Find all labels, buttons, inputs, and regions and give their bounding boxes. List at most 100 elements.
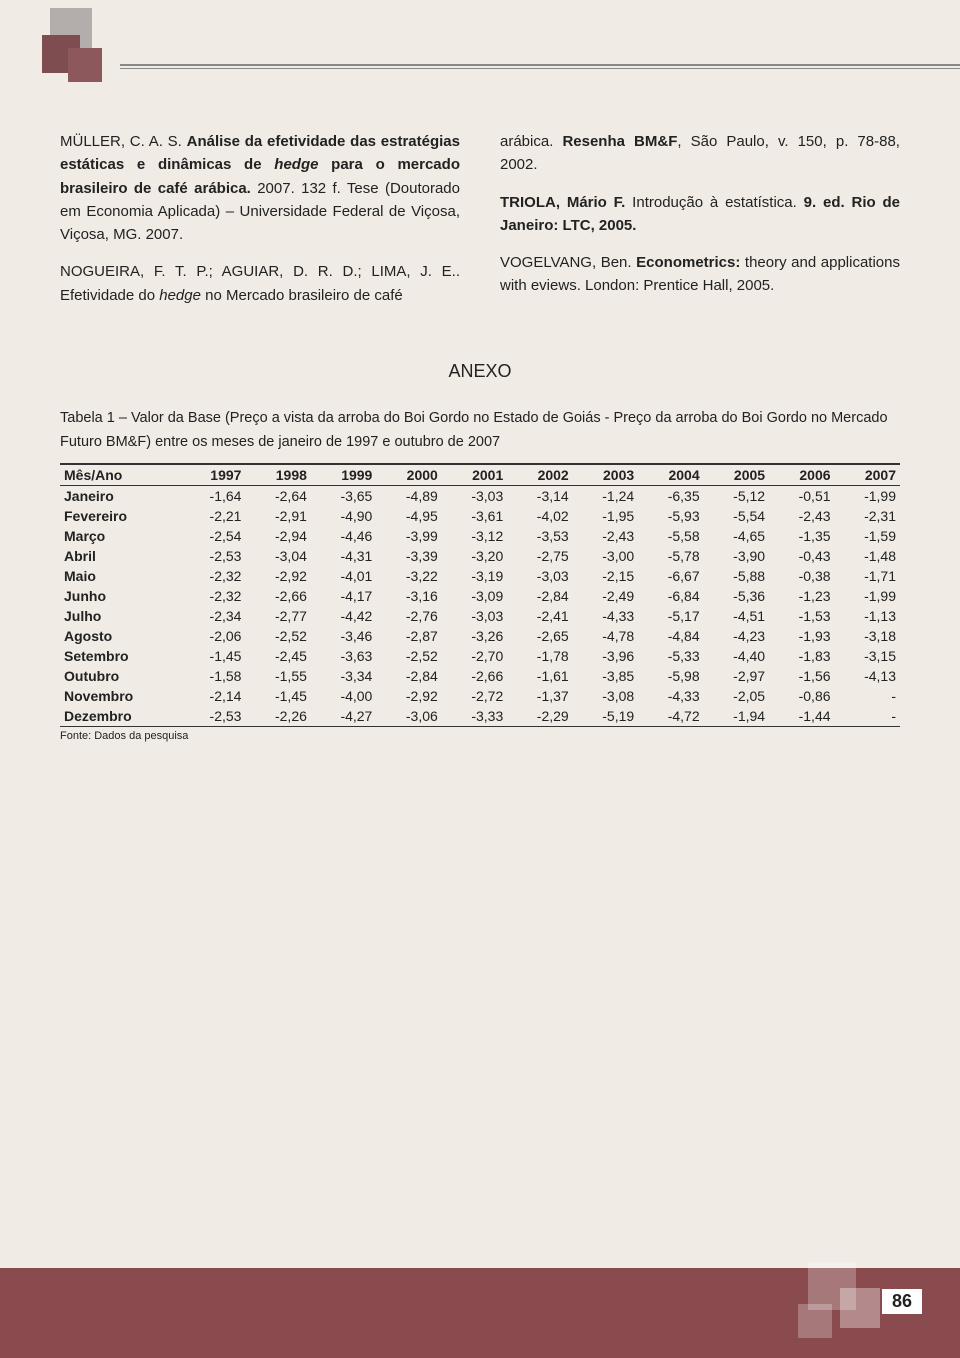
table-cell: -1,45 (180, 646, 245, 666)
table-cell: -1,95 (573, 506, 638, 526)
table-cell: -3,46 (311, 626, 376, 646)
table-cell: -1,71 (835, 566, 900, 586)
table-cell: -1,99 (835, 586, 900, 606)
table-cell: -2,53 (180, 546, 245, 566)
table-cell: -3,19 (442, 566, 507, 586)
table-cell: -4,42 (311, 606, 376, 626)
table-row-label: Outubro (60, 666, 180, 686)
table-cell: -1,24 (573, 486, 638, 507)
table-cell: -3,34 (311, 666, 376, 686)
table-header-cell: 2005 (704, 464, 769, 486)
table-row: Novembro-2,14-1,45-4,00-2,92-2,72-1,37-3… (60, 686, 900, 706)
table-cell: -6,35 (638, 486, 703, 507)
table-cell: -2,43 (573, 526, 638, 546)
table-row-label: Setembro (60, 646, 180, 666)
table-cell: -3,33 (442, 706, 507, 727)
table-cell: -2,06 (180, 626, 245, 646)
table-cell: -4,31 (311, 546, 376, 566)
table-cell: -3,90 (704, 546, 769, 566)
table-cell: -2,41 (507, 606, 572, 626)
table-cell: -3,22 (376, 566, 441, 586)
table-cell: -4,72 (638, 706, 703, 727)
table-cell: -4,95 (376, 506, 441, 526)
table-cell: -1,45 (245, 686, 310, 706)
table-cell: -2,94 (245, 526, 310, 546)
table-cell: -4,00 (311, 686, 376, 706)
reference-entry: arábica. Resenha BM&F, São Paulo, v. 150… (500, 130, 900, 177)
table-cell: -4,27 (311, 706, 376, 727)
header-rule (120, 68, 960, 69)
table-row: Julho-2,34-2,77-4,42-2,76-3,03-2,41-4,33… (60, 606, 900, 626)
table-cell: -5,19 (573, 706, 638, 727)
table-cell: -3,85 (573, 666, 638, 686)
table-cell: -3,63 (311, 646, 376, 666)
table-cell: -2,05 (704, 686, 769, 706)
table-cell: -1,53 (769, 606, 834, 626)
table-cell: -3,96 (573, 646, 638, 666)
table-cell: -3,14 (507, 486, 572, 507)
table-cell: -4,33 (638, 686, 703, 706)
table-cell: -2,92 (376, 686, 441, 706)
footer-square-icon (840, 1288, 880, 1328)
page-number: 86 (882, 1289, 922, 1314)
table-row-label: Agosto (60, 626, 180, 646)
table-cell: -3,03 (442, 486, 507, 507)
table-cell: -1,35 (769, 526, 834, 546)
table-cell: -0,43 (769, 546, 834, 566)
table-cell: -2,34 (180, 606, 245, 626)
table-cell: -2,66 (245, 586, 310, 606)
table-row: Agosto-2,06-2,52-3,46-2,87-3,26-2,65-4,7… (60, 626, 900, 646)
table-cell: -3,39 (376, 546, 441, 566)
table-cell: -3,99 (376, 526, 441, 546)
table-cell: -5,58 (638, 526, 703, 546)
reference-entry: NOGUEIRA, F. T. P.; AGUIAR, D. R. D.; LI… (60, 260, 460, 307)
table-cell: -3,16 (376, 586, 441, 606)
table-cell: -2,70 (442, 646, 507, 666)
table-row-label: Abril (60, 546, 180, 566)
reference-entry: MÜLLER, C. A. S. Análise da efetividade … (60, 130, 460, 246)
table-cell: -2,26 (245, 706, 310, 727)
table-cell: - (835, 706, 900, 727)
table-cell: -3,20 (442, 546, 507, 566)
table-cell: -4,65 (704, 526, 769, 546)
table-cell: -2,97 (704, 666, 769, 686)
table-row: Janeiro-1,64-2,64-3,65-4,89-3,03-3,14-1,… (60, 486, 900, 507)
table-header-cell: 2000 (376, 464, 441, 486)
table-cell: -5,36 (704, 586, 769, 606)
table-cell: -3,03 (507, 566, 572, 586)
table-cell: -2,66 (442, 666, 507, 686)
table-cell: -1,61 (507, 666, 572, 686)
table-cell: -1,23 (769, 586, 834, 606)
table-cell: -5,88 (704, 566, 769, 586)
corner-square-icon (68, 48, 102, 82)
table-cell: -4,40 (704, 646, 769, 666)
table-cell: -0,51 (769, 486, 834, 507)
table-cell: -2,29 (507, 706, 572, 727)
table-cell: -1,64 (180, 486, 245, 507)
table-cell: -6,84 (638, 586, 703, 606)
table-cell: -3,15 (835, 646, 900, 666)
table-cell: -3,18 (835, 626, 900, 646)
table-row-label: Novembro (60, 686, 180, 706)
table-cell: -2,21 (180, 506, 245, 526)
table-cell: -5,54 (704, 506, 769, 526)
table-caption: Tabela 1 – Valor da Base (Preço a vista … (60, 406, 900, 455)
table-row: Junho-2,32-2,66-4,17-3,16-3,09-2,84-2,49… (60, 586, 900, 606)
table-cell: -2,31 (835, 506, 900, 526)
annex-heading: ANEXO (60, 361, 900, 382)
table-cell: -3,61 (442, 506, 507, 526)
table-cell: -3,06 (376, 706, 441, 727)
table-cell: -4,17 (311, 586, 376, 606)
footer-square-icon (798, 1304, 832, 1338)
table-cell: -2,75 (507, 546, 572, 566)
table-cell: -1,44 (769, 706, 834, 727)
table-cell: -4,84 (638, 626, 703, 646)
table-cell: -2,84 (376, 666, 441, 686)
table-cell: -2,52 (376, 646, 441, 666)
table-cell: -3,03 (442, 606, 507, 626)
table-header-cell: 1998 (245, 464, 310, 486)
table-cell: -3,00 (573, 546, 638, 566)
table-cell: -4,51 (704, 606, 769, 626)
table-cell: -3,53 (507, 526, 572, 546)
table-cell: -3,08 (573, 686, 638, 706)
